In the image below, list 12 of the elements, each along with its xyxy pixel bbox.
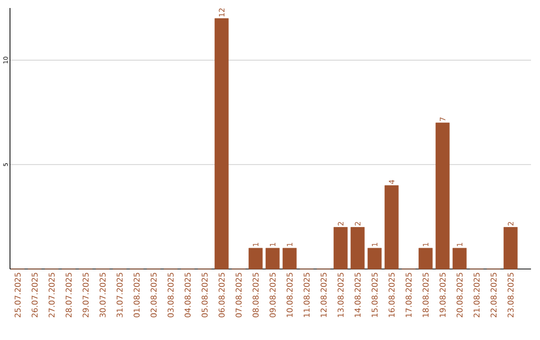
bar <box>350 227 365 270</box>
bar <box>418 248 433 270</box>
bar <box>384 185 399 270</box>
bar <box>214 18 229 270</box>
bar <box>248 248 263 270</box>
bar <box>334 227 348 270</box>
bar <box>368 248 382 270</box>
bar <box>436 122 450 270</box>
bar <box>282 248 297 270</box>
bar <box>452 248 467 270</box>
bar <box>266 248 280 270</box>
bar <box>504 227 518 270</box>
